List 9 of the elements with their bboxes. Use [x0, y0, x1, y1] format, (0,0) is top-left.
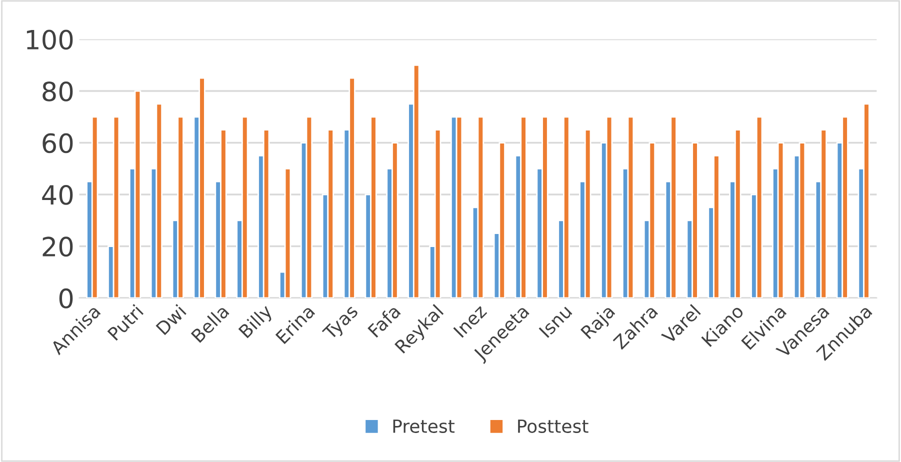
x-tick-label: Tyas [322, 304, 362, 344]
y-tick-label: 100 [26, 30, 73, 50]
y-tick-label: 60 [42, 133, 73, 154]
y-tick-label: 20 [42, 236, 73, 257]
y-tick-label: 0 [59, 288, 73, 308]
legend-label: Pretest [393, 420, 455, 434]
y-tick-label: 40 [42, 184, 73, 205]
y-tick-label: 80 [42, 81, 73, 102]
legend-label: Posttest [518, 420, 588, 434]
